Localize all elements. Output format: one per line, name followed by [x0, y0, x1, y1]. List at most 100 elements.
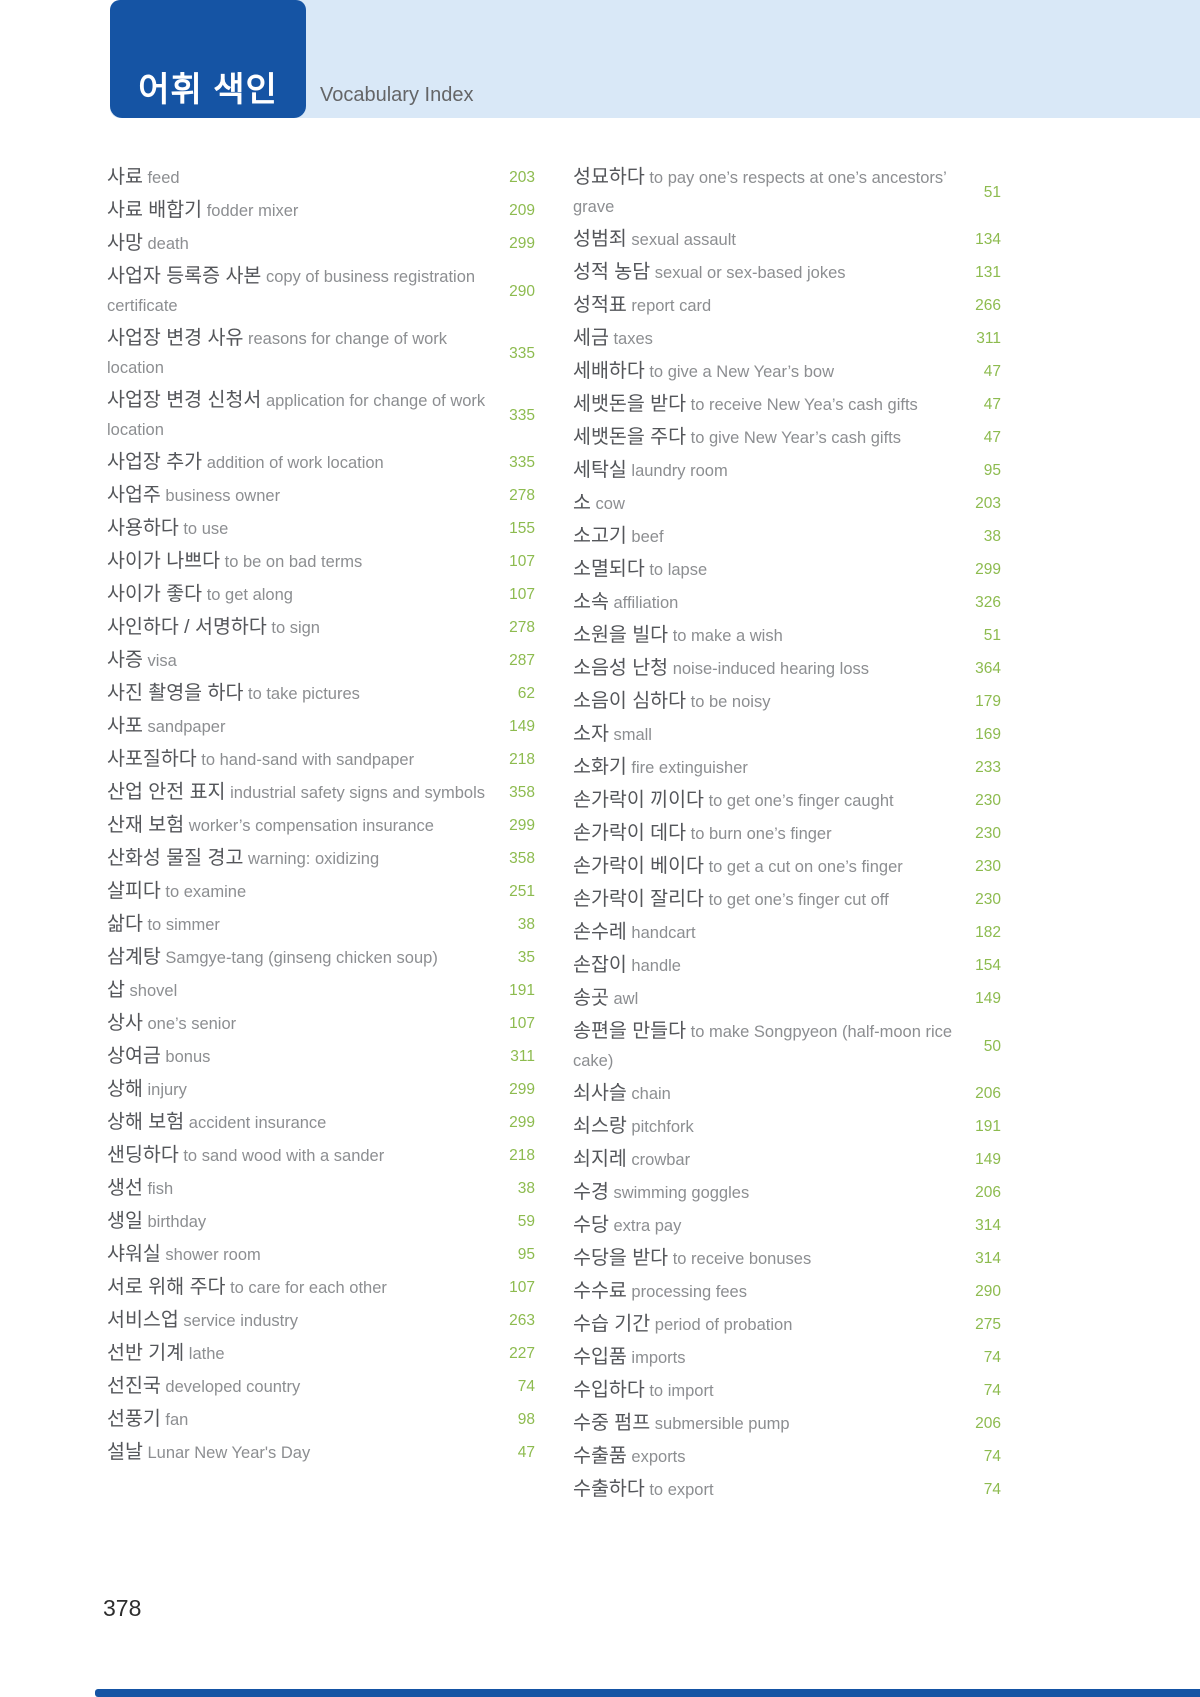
entry-text: 선풍기 fan: [107, 1405, 497, 1435]
entry-korean-term: 서로 위해 주다: [107, 1276, 226, 1298]
index-entry: 상여금 bonus 311: [107, 1042, 535, 1072]
index-entry: 수출하다 to export 74: [573, 1475, 1001, 1505]
entry-english-translation: to import: [644, 1382, 714, 1400]
entry-english-translation: application for change of work location: [107, 392, 486, 439]
entry-text: 삽 shovel: [107, 976, 497, 1006]
entry-text: 샌딩하다 to sand wood with a sander: [107, 1141, 497, 1171]
entry-korean-term: 수입하다: [573, 1379, 645, 1401]
index-column-left: 사료 feed 203 사료 배합기 fodder mixer 209 사망 death…: [107, 163, 535, 1508]
entry-text: 송편을 만들다 to make Songpyeon (half-moon ric…: [573, 1017, 963, 1076]
index-entry: 수중 펌프 submersible pump 206: [573, 1409, 1001, 1439]
entry-text: 소멸되다 to lapse: [573, 555, 963, 585]
entry-page-number: 299: [975, 561, 1001, 578]
index-entry: 성적표 report card 266: [573, 291, 1001, 321]
index-entry: 사인하다 / 서명하다 to sign 278: [107, 613, 535, 643]
entry-korean-term: 손잡이: [573, 954, 627, 976]
entry-page-number: 74: [983, 1448, 1001, 1465]
entry-page-number: 278: [509, 487, 535, 504]
entry-text: 쇠사슬 chain: [573, 1079, 963, 1109]
entry-page-number: 62: [517, 685, 535, 702]
entry-english-translation: sexual assault: [626, 231, 736, 249]
entry-korean-term: 사용하다: [107, 517, 179, 539]
entry-english-translation: to be noisy: [686, 693, 771, 711]
entry-text: 소화기 fire extinguisher: [573, 753, 963, 783]
entry-page-number: 191: [509, 982, 535, 999]
entry-korean-term: 소화기: [573, 756, 627, 778]
entry-text: 사인하다 / 서명하다 to sign: [107, 613, 497, 643]
entry-page-number: 98: [517, 1411, 535, 1428]
index-entry: 소 cow 203: [573, 489, 1001, 519]
entry-english-translation: handcart: [626, 924, 696, 942]
entry-text: 세탁실 laundry room: [573, 456, 963, 486]
entry-korean-term: 사료 배합기: [107, 199, 203, 221]
entry-text: 소고기 beef: [573, 522, 963, 552]
entry-english-translation: imports: [626, 1349, 686, 1367]
index-entry: 세뱃돈을 받다 to receive New Yea’s cash gifts 4…: [573, 390, 1001, 420]
entry-text: 선반 기계 lathe: [107, 1339, 497, 1369]
index-entry: 세배하다 to give a New Year’s bow 47: [573, 357, 1001, 387]
entry-text: 사진 촬영을 하다 to take pictures: [107, 679, 497, 709]
index-entry: 소자 small 169: [573, 720, 1001, 750]
entry-english-translation: awl: [608, 990, 639, 1008]
entry-english-translation: cow: [590, 495, 625, 513]
entry-page-number: 314: [975, 1217, 1001, 1234]
entry-page-number: 335: [509, 344, 535, 362]
index-entry: 수출품 exports 74: [573, 1442, 1001, 1472]
index-entry: 송곳 awl 149: [573, 984, 1001, 1014]
index-entry: 소음이 심하다 to be noisy 179: [573, 687, 1001, 717]
entry-page-number: 314: [975, 1250, 1001, 1267]
index-entry: 수입하다 to import 74: [573, 1376, 1001, 1406]
entry-english-translation: to simmer: [142, 916, 220, 934]
entry-korean-term: 소속: [573, 591, 609, 613]
entry-korean-term: 세금: [573, 327, 609, 349]
entry-page-number: 95: [983, 462, 1001, 479]
entry-page-number: 107: [509, 586, 535, 603]
entry-text: 사업자 등록증 사본 copy of business registration…: [107, 262, 497, 321]
entry-page-number: 358: [509, 784, 535, 801]
entry-korean-term: 소고기: [573, 525, 627, 547]
entry-korean-term: 소자: [573, 723, 609, 745]
entry-english-translation: bonus: [160, 1048, 211, 1066]
entry-text: 삶다 to simmer: [107, 910, 497, 940]
entry-text: 상해 injury: [107, 1075, 497, 1105]
index-entry: 사포 sandpaper 149: [107, 712, 535, 742]
index-entry: 서로 위해 주다 to care for each other 107: [107, 1273, 535, 1303]
entry-text: 수경 swimming goggles: [573, 1178, 963, 1208]
entry-text: 사업장 추가 addition of work location: [107, 448, 497, 478]
entry-text: 소원을 빌다 to make a wish: [573, 621, 963, 651]
entry-english-translation: fish: [142, 1180, 174, 1198]
entry-english-translation: to make Songpyeon (half-moon rice cake): [573, 1023, 953, 1070]
index-entry: 성묘하다 to pay one’s respects at one’s ance…: [573, 163, 1001, 222]
entry-korean-term: 송곳: [573, 987, 609, 1009]
index-entry: 손가락이 끼이다 to get one’s finger caught 230: [573, 786, 1001, 816]
entry-korean-term: 생선: [107, 1177, 143, 1199]
entry-english-translation: to receive bonuses: [668, 1250, 812, 1268]
entry-page-number: 191: [975, 1118, 1001, 1135]
entry-english-translation: fodder mixer: [202, 202, 299, 220]
entry-page-number: 134: [975, 231, 1001, 248]
entry-korean-term: 생일: [107, 1210, 143, 1232]
index-entry: 사진 촬영을 하다 to take pictures 62: [107, 679, 535, 709]
entry-english-translation: to sand wood with a sander: [178, 1147, 385, 1165]
index-entry: 소고기 beef 38: [573, 522, 1001, 552]
entry-text: 서비스업 service industry: [107, 1306, 497, 1336]
entry-page-number: 335: [509, 406, 535, 424]
entry-page-number: 311: [976, 330, 1001, 347]
index-entry: 선반 기계 lathe 227: [107, 1339, 535, 1369]
entry-text: 설날 Lunar New Year's Day: [107, 1438, 497, 1468]
entry-english-translation: handle: [626, 957, 681, 975]
entry-text: 사업장 변경 신청서 application for change of wor…: [107, 386, 497, 445]
entry-korean-term: 수출하다: [573, 1478, 645, 1500]
entry-text: 수수료 processing fees: [573, 1277, 963, 1307]
entry-page-number: 299: [509, 1114, 535, 1131]
index-entry: 수당 extra pay 314: [573, 1211, 1001, 1241]
entry-page-number: 263: [509, 1312, 535, 1329]
entry-text: 손수레 handcart: [573, 918, 963, 948]
entry-english-translation: business owner: [160, 487, 281, 505]
entry-english-translation: taxes: [608, 330, 653, 348]
entry-korean-term: 선풍기: [107, 1408, 161, 1430]
entry-page-number: 299: [509, 1081, 535, 1098]
index-entry: 상해 보험 accident insurance 299: [107, 1108, 535, 1138]
entry-page-number: 311: [510, 1048, 535, 1065]
entry-english-translation: sandpaper: [142, 718, 226, 736]
